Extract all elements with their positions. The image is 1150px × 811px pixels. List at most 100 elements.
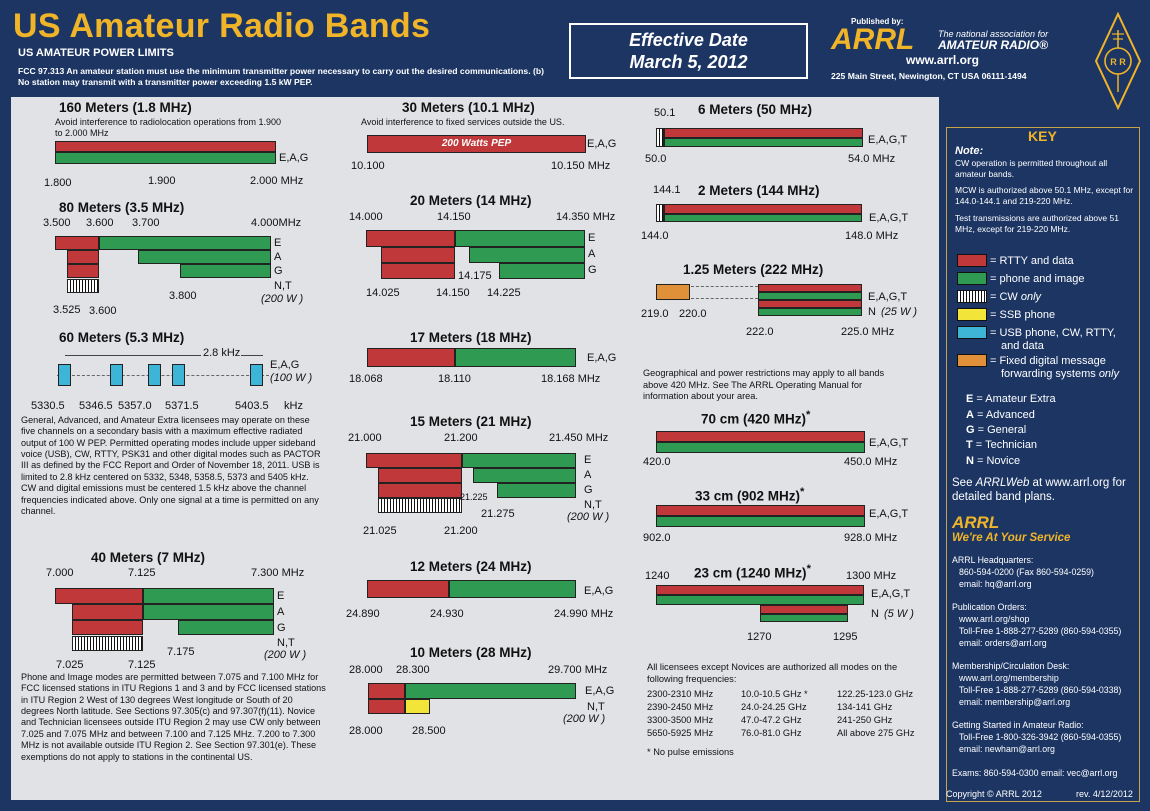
- bar-40m-e-phone: [143, 588, 274, 604]
- legend-swatch-digital: [957, 354, 987, 367]
- row-80m-g: G: [274, 265, 283, 277]
- tick-80m-t1: 3.600: [86, 217, 114, 229]
- class-t-name: = Technician: [972, 439, 1038, 451]
- contact-hq-line-1: 860-594-0200 (Fax 860-594-0259): [959, 567, 1094, 577]
- arrl-service-tagline: We're At Your Service: [952, 532, 1071, 544]
- bar-20m-e-rtty: [366, 230, 455, 247]
- classes-12m: E,A,G: [584, 585, 614, 597]
- tick-30m-1: 10.150 MHz: [551, 160, 611, 172]
- class-a-name: = Advanced: [973, 409, 1035, 421]
- tick-20m-b3: 14.225: [487, 287, 521, 299]
- class-n-name: = Novice: [973, 455, 1021, 467]
- channel-60m-4: [172, 364, 185, 386]
- class-n: N = Novice: [966, 455, 1020, 467]
- band-title-15m: 15 Meters (21 MHz): [410, 414, 532, 429]
- bar-2m-cw: [656, 204, 664, 222]
- gap-125m-top: [691, 286, 758, 287]
- band-title-70cm-text: 70 cm (420 MHz): [701, 411, 807, 427]
- bar-40m-g-rtty: [72, 620, 143, 635]
- website-link[interactable]: www.arrl.org: [906, 53, 979, 67]
- bar-70cm-rtty: [656, 431, 865, 442]
- tick-12m-0: 24.890: [346, 608, 380, 620]
- tick-15m-t1: 21.200: [444, 432, 478, 444]
- tick-60m-1: 5346.5: [79, 400, 113, 412]
- power-limits-text: FCC 97.313 An amateur station must use t…: [18, 66, 544, 88]
- bar-12m-rtty: [367, 580, 449, 598]
- exams-contact: Exams: 860-594-0300 email: vec@arrl.org: [952, 768, 1118, 778]
- legend-label-digital-2-text: forwarding systems: [1001, 368, 1099, 380]
- copyright-text: Copyright © ARRL 2012: [946, 789, 1042, 799]
- bar-15m-a-phone: [473, 468, 576, 483]
- legend-label-digital-only: only: [1098, 368, 1119, 380]
- contact-pubs-line-1[interactable]: www.arrl.org/shop: [959, 614, 1030, 624]
- channel-60m-2: [110, 364, 123, 386]
- published-by-label: Published by:: [851, 17, 904, 26]
- freq-cell-1-0: 2390-2450 MHz: [647, 702, 714, 712]
- contact-pubs-line-3[interactable]: email: orders@arrl.org: [959, 638, 1047, 648]
- band-title-125m: 1.25 Meters (222 MHz): [683, 262, 824, 277]
- band-plans-see: See: [952, 477, 976, 489]
- classes-60m: E,A,G: [270, 359, 300, 371]
- classes-160m: E,A,G: [279, 152, 309, 164]
- freq-cell-0-1: 10.0-10.5 GHz *: [741, 689, 808, 699]
- power-80m: (200 W ): [261, 293, 304, 305]
- bar-6m-phone: [664, 138, 863, 147]
- classes-70cm: E,A,G,T: [869, 437, 909, 449]
- bar-33cm-phone: [656, 516, 865, 527]
- power-23cm: (5 W ): [884, 608, 914, 620]
- legend-swatch-phone: [957, 272, 987, 285]
- freq-cell-2-1: 47.0-47.2 GHz: [741, 715, 802, 725]
- tick-80m-t2: 3.700: [132, 217, 160, 229]
- bar-40m-a-phone: [143, 604, 274, 620]
- effective-date-label: Effective Date: [629, 30, 748, 50]
- bar-label-30m: 200 Watts PEP: [441, 138, 512, 149]
- tick-40m-t2: 7.300 MHz: [251, 567, 305, 579]
- classes-10m: E,A,G: [585, 685, 615, 697]
- band-title-17m: 17 Meters (18 MHz): [410, 330, 532, 345]
- class-g-name: = General: [974, 424, 1027, 436]
- bar-23cm-n-phone: [760, 614, 848, 622]
- band-title-23cm-text: 23 cm (1240 MHz): [694, 565, 807, 581]
- tick-160m-0: 1.800: [44, 177, 72, 189]
- bar-40m-g-phone: [178, 620, 274, 635]
- bar-10m-rtty: [368, 683, 405, 699]
- tick-23cm-2: 1270: [747, 631, 772, 643]
- tagline-2: AMATEUR RADIO®: [938, 38, 1048, 52]
- contact-membership-line-1[interactable]: www.arrl.org/membership: [959, 673, 1059, 683]
- tick-20m-t0: 14.000: [349, 211, 383, 223]
- arrl-service-logo: ARRL: [952, 513, 1000, 532]
- bar-30m-rtty: 200 Watts PEP: [367, 135, 586, 153]
- tick-160m-2: 2.000 MHz: [250, 175, 304, 187]
- tick-33cm-0: 902.0: [643, 532, 671, 544]
- tick-60m-4: 5403.5: [235, 400, 269, 412]
- classes2-23cm: N: [871, 608, 879, 620]
- bandwidth-line-60m: [65, 355, 201, 356]
- bar-10m-phone: [405, 683, 576, 699]
- band-plans-rest: at www.arrl.org for detailed band plans.: [952, 477, 1126, 504]
- tick-10m-t0: 28.000: [349, 664, 383, 676]
- legend-swatch-ssb: [957, 308, 987, 321]
- contact-getting-started-line-2[interactable]: email: newham@arrl.org: [959, 744, 1055, 754]
- tick-23cm-1: 1300 MHz: [846, 570, 897, 582]
- bar-15m-e-rtty: [366, 453, 462, 468]
- power-60m: (100 W ): [270, 372, 313, 384]
- band-note-160m: Avoid interference to radiolocation oper…: [55, 117, 281, 139]
- freq-cell-3-1: 76.0-81.0 GHz: [741, 728, 802, 738]
- tick-15m-b1: 21.200: [444, 525, 478, 537]
- band-plans-arrlweb[interactable]: ARRLWeb: [975, 477, 1030, 489]
- bar-160m-phone: [55, 152, 276, 164]
- bar-23cm-rtty: [656, 585, 864, 595]
- contact-membership-line-3[interactable]: email: membership@arrl.org: [959, 697, 1071, 707]
- tick-23cm-3: 1295: [833, 631, 858, 643]
- tick-6m-1: 54.0 MHz: [848, 153, 896, 165]
- legend-swatch-cw: [957, 290, 987, 303]
- contact-hq-line-2[interactable]: email: hq@arrl.org: [959, 579, 1032, 589]
- tick-30m-0: 10.100: [351, 160, 385, 172]
- contact-hq-title: ARRL Headquarters:: [952, 555, 1034, 565]
- classes-30m: E,A,G: [587, 138, 617, 150]
- power-125m: (25 W ): [881, 306, 918, 318]
- address-text: 225 Main Street, Newington, CT USA 06111…: [831, 71, 1027, 81]
- band-title-20m: 20 Meters (14 MHz): [410, 193, 532, 208]
- key-note-3: Test transmissions are authorized above …: [955, 213, 1119, 234]
- bar-15m-g-phone: [497, 483, 576, 498]
